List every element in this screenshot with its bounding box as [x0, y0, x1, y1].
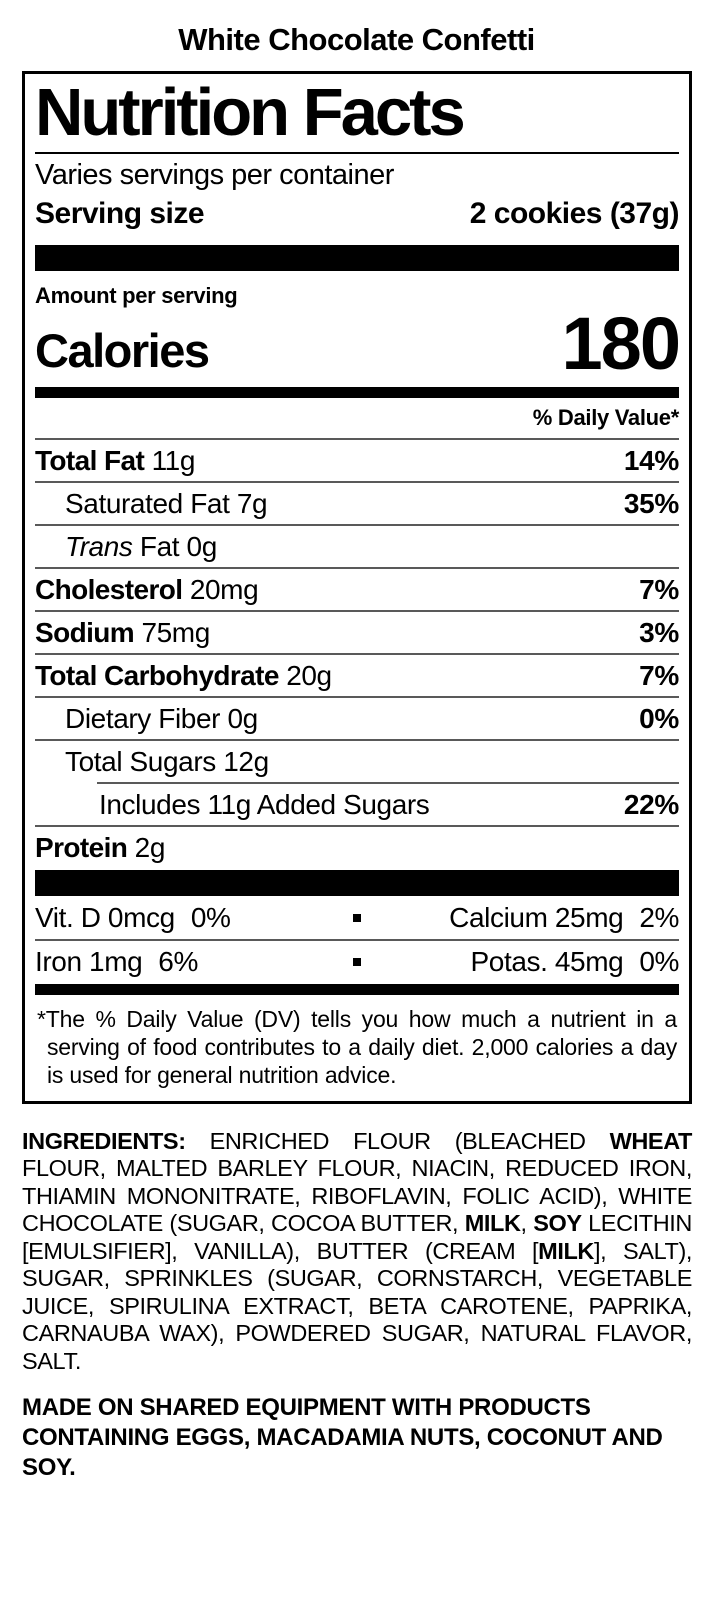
nutrition-facts-panel: Nutrition Facts Varies servings per cont…: [22, 71, 692, 1104]
nutrient-row: Total Carbohydrate 20g 7%: [35, 652, 679, 696]
calories-value: 180: [561, 301, 681, 385]
nutrient-name: Sodium 75mg: [35, 616, 210, 648]
nutrient-amount: 7g: [229, 487, 268, 519]
daily-value-footnote: *The % Daily Value (DV) tells you how mu…: [37, 1005, 677, 1088]
serving-size-label: Serving size: [35, 196, 205, 230]
nutrient-row: Trans Fat 0g: [35, 523, 679, 567]
nutrient-name: Total Carbohydrate 20g: [35, 659, 332, 691]
nutrient-row: Dietary Fiber 0g 0%: [35, 695, 679, 739]
nutrient-name: Includes 11g Added Sugars: [99, 788, 430, 820]
calories-row: Calories 180: [35, 301, 681, 385]
nutrient-name: Cholesterol 20mg: [35, 573, 259, 605]
nutrient-row: Protein 2g: [35, 824, 679, 868]
nutrient-daily-value: 35%: [623, 487, 679, 519]
nutrient-row: Cholesterol 20mg 7%: [35, 566, 679, 610]
vitamin-left: Vit. D 0mcg 0%: [35, 902, 347, 934]
nutrient-amount: 2g: [127, 831, 166, 863]
bullet-separator-icon: [353, 913, 361, 922]
nutrient-daily-value: 0%: [639, 702, 679, 734]
nutrient-row: Total Sugars 12g: [35, 738, 679, 782]
nutrient-name: Saturated Fat 7g: [65, 487, 268, 519]
bullet-separator-icon: [353, 957, 361, 966]
vitamin-left-daily-value: 6%: [158, 945, 198, 977]
vitamin-row: Iron 1mg 6% Potas. 45mg 0%: [35, 938, 680, 982]
servings-per-container: Varies servings per container: [35, 158, 394, 191]
nutrient-amount: 0g: [220, 702, 258, 734]
vitamin-left-name: Vit. D 0mcg: [35, 901, 175, 933]
nutrient-amount: 75mg: [134, 616, 210, 648]
divider-bar-medium-top: [35, 386, 679, 398]
nutrient-name: Dietary Fiber 0g: [65, 702, 258, 734]
nutrition-facts-title: Nutrition Facts: [35, 75, 466, 150]
title-divider: [35, 151, 679, 154]
nutrient-amount: 0g: [179, 530, 218, 562]
serving-size-row: Serving size 2 cookies (37g): [35, 194, 680, 237]
nutrient-amount: 20mg: [182, 573, 259, 605]
allergen-statement: MADE ON SHARED EQUIPMENT WITH PRODUCTS C…: [22, 1394, 663, 1482]
nutrient-row: Includes 11g Added Sugars 22%: [35, 781, 679, 825]
nutrient-daily-value: 7%: [639, 573, 679, 605]
daily-value-header: % Daily Value*: [532, 404, 680, 430]
calories-label: Calories: [35, 323, 210, 377]
divider-bar-thick-top: [35, 244, 679, 271]
nutrient-name: Trans Fat 0g: [65, 530, 218, 562]
ingredients-paragraph: INGREDIENTS: ENRICHED FLOUR (BLEACHED WH…: [22, 1127, 693, 1374]
nutrient-row: Sodium 75mg 3%: [35, 609, 679, 653]
vitamin-right: Potas. 45mg 0%: [367, 945, 680, 978]
nutrient-name: Protein 2g: [35, 831, 166, 863]
vitamin-right-name: Potas. 45mg: [470, 945, 624, 977]
nutrient-daily-value: 7%: [639, 659, 679, 691]
nutrient-daily-value: 14%: [623, 444, 679, 476]
nutrient-name: Total Fat 11g: [35, 444, 196, 476]
nutrient-name: Total Sugars 12g: [65, 745, 269, 777]
nutrient-amount: 12g: [215, 745, 269, 777]
vitamin-row: Vit. D 0mcg 0% Calcium 25mg 2%: [35, 896, 679, 939]
nutrient-row: Total Fat 11g 14%: [35, 437, 679, 481]
indented-separator: [97, 781, 679, 784]
product-title: White Chocolate Confetti: [178, 22, 535, 57]
vitamin-left-daily-value: 0%: [190, 901, 231, 933]
vitamin-right-daily-value: 2%: [639, 901, 679, 933]
divider-bar-thick-bottom: [35, 869, 679, 896]
nutrient-daily-value: 3%: [639, 616, 679, 648]
vitamin-right: Calcium 25mg 2%: [367, 902, 679, 934]
nutrient-rows: Total Fat 11g 14% Saturated Fat 7g 35% Trans…: [35, 437, 679, 868]
vitamin-right-name: Calcium 25mg: [449, 901, 624, 933]
divider-bar-medium-bottom: [35, 983, 679, 995]
nutrient-row: Saturated Fat 7g 35%: [35, 480, 679, 524]
serving-size-value: 2 cookies (37g): [469, 196, 680, 230]
nutrient-amount: 11g: [144, 444, 196, 476]
amount-per-serving-label: Amount per serving: [35, 282, 238, 308]
nutrient-daily-value: 22%: [623, 788, 679, 820]
vitamin-left: Iron 1mg 6%: [35, 946, 347, 978]
vitamin-rows: Vit. D 0mcg 0% Calcium 25mg 2% Iron 1mg 6% Pot…: [35, 896, 679, 982]
vitamin-right-daily-value: 0%: [639, 945, 679, 977]
vitamin-left-name: Iron 1mg: [35, 945, 143, 977]
nutrient-amount: 20g: [278, 659, 332, 691]
page: White Chocolate Confetti Nutrition Facts…: [0, 22, 713, 1597]
